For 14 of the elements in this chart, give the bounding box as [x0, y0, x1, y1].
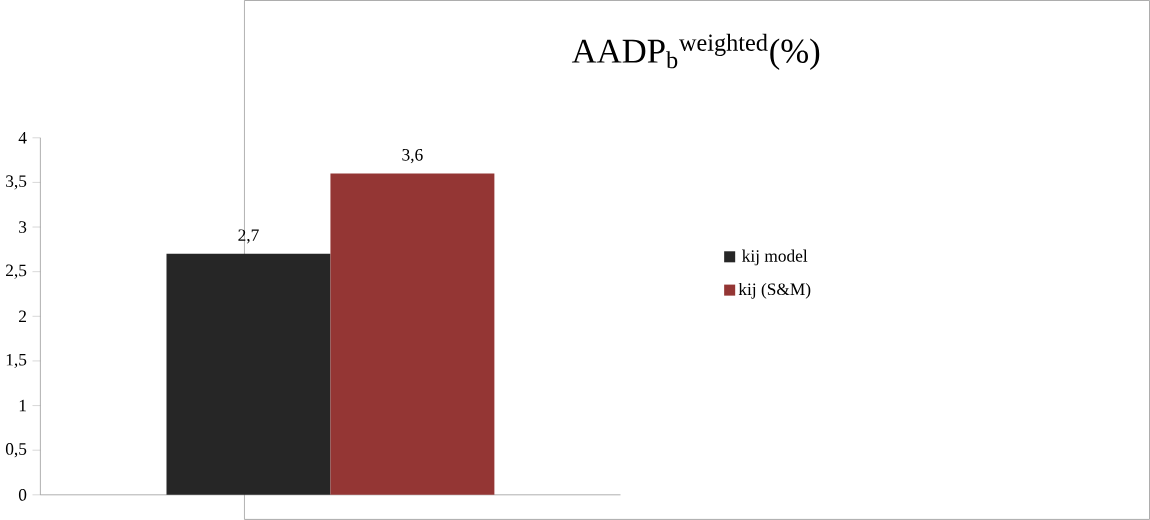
y-tick-label: 0 — [18, 489, 27, 501]
legend-label: kij model — [742, 249, 808, 266]
data-label: 3,6 — [402, 149, 423, 164]
y-tick-label: 1 — [19, 399, 26, 412]
y-tick-label: 3,5 — [6, 175, 27, 190]
y-tick-label: 4 — [18, 132, 27, 144]
y-tick-label: 1,5 — [6, 353, 27, 369]
data-label: 2,7 — [238, 229, 259, 244]
text: AADP$_{b}$$^{weighted}$(%) — [571, 33, 820, 70]
y-tick-label: 0,5 — [5, 443, 27, 458]
y-tick-label: 2 — [19, 310, 26, 323]
y-tick-label: 2,5 — [6, 264, 27, 279]
legend-label: kij (S&M) — [738, 282, 811, 299]
y-tick-label: 3 — [19, 221, 27, 233]
